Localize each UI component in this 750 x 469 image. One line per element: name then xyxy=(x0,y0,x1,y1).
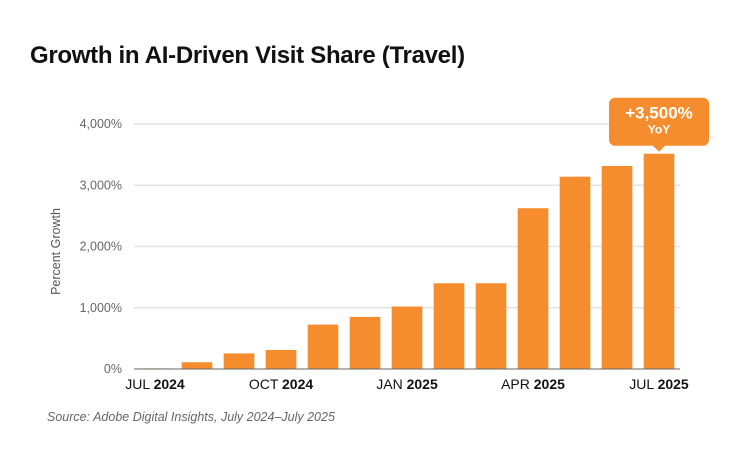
x-tick-label: JUL 2025 xyxy=(629,376,689,392)
bar-dec-2024 xyxy=(349,316,381,369)
bar-nov-2024 xyxy=(307,324,339,369)
y-tick-label: 3,000% xyxy=(80,178,122,192)
x-tick-label: JUL 2024 xyxy=(125,376,185,392)
chart-title: Growth in AI-Driven Visit Share (Travel) xyxy=(30,42,465,69)
y-tick-label: 0% xyxy=(104,362,122,376)
bar-aug-2024 xyxy=(181,362,213,369)
bar-jul-2025 xyxy=(643,153,675,369)
x-tick-label: JAN 2025 xyxy=(376,376,438,392)
bar-mar-2025 xyxy=(475,283,507,369)
bar-jan-2025 xyxy=(391,306,423,369)
annotation-sub: YoY xyxy=(648,123,670,137)
bar-jun-2025 xyxy=(601,165,633,369)
source-note: Source: Adobe Digital Insights, July 202… xyxy=(47,410,335,424)
x-tick-label: APR 2025 xyxy=(501,376,565,392)
x-tick-label: OCT 2024 xyxy=(249,376,314,392)
bar-apr-2025 xyxy=(517,208,549,369)
bar-oct-2024 xyxy=(265,350,297,369)
bar-may-2025 xyxy=(559,176,591,369)
y-tick-label: 4,000% xyxy=(80,117,122,131)
y-tick-label: 2,000% xyxy=(80,240,122,254)
bar-feb-2025 xyxy=(433,283,465,369)
annotation-callout xyxy=(609,97,709,152)
annotation-value: +3,500% xyxy=(625,104,693,123)
bar-sep-2024 xyxy=(223,353,255,369)
y-axis-label: Percent Growth xyxy=(49,208,63,295)
y-tick-label: 1,000% xyxy=(80,301,122,315)
